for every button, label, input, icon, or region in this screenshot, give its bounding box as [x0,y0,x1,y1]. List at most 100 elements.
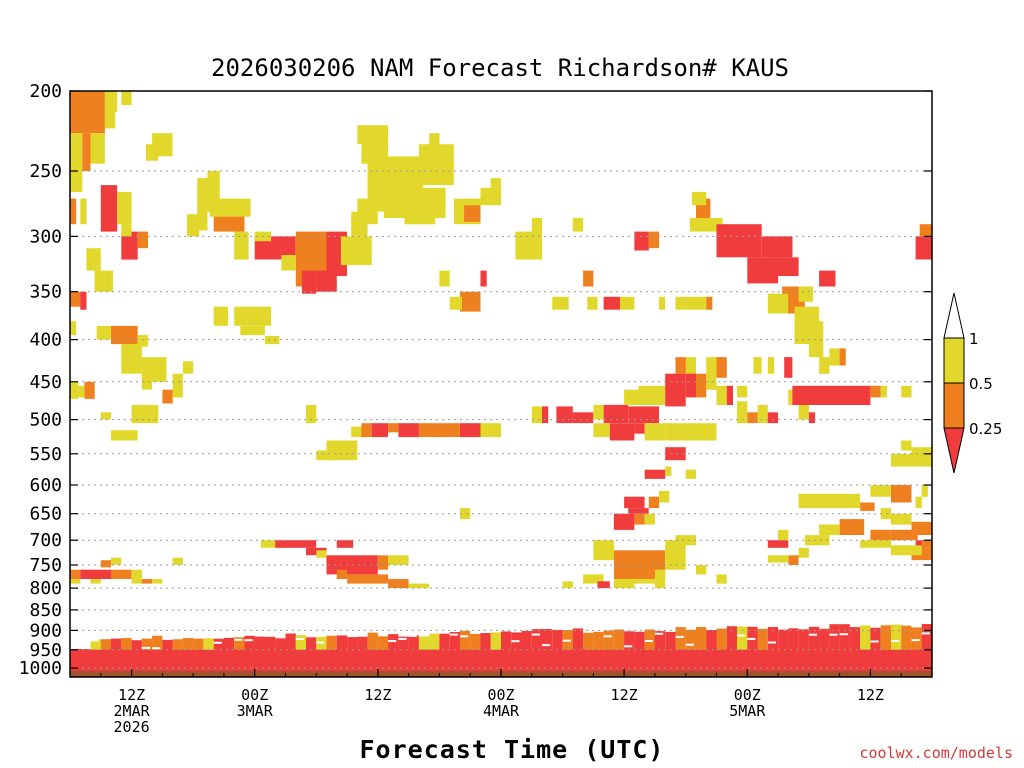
heatmap-cell [418,144,454,186]
heatmap-cell [213,306,229,326]
heatmap-cell [911,447,932,467]
surface-edge-cell [357,636,368,650]
surface-edge-cell [254,636,265,650]
heatmap-cell [357,125,389,145]
x-tick-label: 2MAR [114,702,151,720]
heatmap-cell [94,270,105,292]
heatmap-cell [531,406,543,424]
surface-gap [870,640,879,643]
x-tick-label: 00Z [734,686,761,704]
heatmap-cell [593,423,610,438]
heatmap-cell [281,255,296,271]
heatmap-cell [80,291,87,310]
heatmap-cell [316,450,337,461]
heatmap-cell [96,325,112,340]
surface-edge-cell [90,639,101,650]
heatmap-cell [654,569,666,589]
y-tick-label: 600 [29,475,62,496]
colorbar-segment [943,427,965,474]
heatmap-cell [316,550,327,558]
surface-gap [603,635,612,638]
heatmap-cell [121,231,138,260]
heatmap-cell [100,412,112,420]
heatmap-cell [388,579,409,589]
surface-edge-cell [880,625,891,650]
heatmap-cell [152,579,163,584]
heatmap-cell [111,430,138,441]
heatmap-cell [921,485,928,497]
heatmap-cell [784,357,793,378]
heatmap-cell [70,569,81,579]
colorbar-label: 1 [969,330,979,348]
heatmap-cell [737,385,748,398]
surface-band [70,624,932,671]
surface-edge-cell [521,630,532,650]
heatmap-cell [870,485,891,497]
surface-gap [829,633,838,636]
surface-gap [244,639,253,642]
heatmap-cell [572,412,594,424]
heatmap-cell [767,412,779,424]
heatmap-cell [556,406,573,424]
surface-gap [377,632,387,635]
heatmap-cell [685,469,696,479]
surface-edge-cell [542,629,553,650]
heatmap-cell [659,296,666,310]
heatmap-cell [70,579,81,584]
surface-gap [644,640,653,642]
heatmap-cell [240,325,265,336]
heatmap-cell [480,187,501,206]
heatmap-cell [234,231,249,260]
heatmap-cell [880,508,891,520]
heatmap-cell [891,453,912,467]
heatmap-cell [145,144,159,161]
y-tick-label: 300 [29,226,62,247]
heatmap-cell [187,214,200,237]
heatmap-cell [870,529,891,541]
heatmap-cell [891,529,918,541]
surface-red-band [70,649,932,671]
heatmap-cell [628,406,659,424]
surface-edge-cell [583,632,594,650]
heatmap-cell [70,198,77,225]
surface-gap [511,640,520,643]
heatmap-cell [921,540,932,548]
heatmap-cell [901,385,912,398]
heatmap-cell [753,357,762,374]
x-tick-label: 4MAR [483,702,520,720]
heatmap-cell [689,218,723,232]
surface-edge-cell [223,637,235,650]
heatmap-cell [100,185,118,232]
heatmap-cell [726,385,733,405]
heatmap-cell [552,296,569,310]
surface-edge-cell [706,630,717,650]
heatmap-cell [597,581,610,589]
y-tick-label: 350 [29,282,62,303]
surface-edge-cell [572,628,584,650]
heatmap-cell [583,270,594,287]
surface-gap [654,632,664,635]
y-tick-label: 800 [29,578,62,599]
heatmap-cell [464,205,481,222]
x-tick-label: 12Z [857,686,884,704]
surface-edge-cell [203,638,214,650]
surface-edge-cell [891,624,902,650]
heatmap-cell [306,547,327,556]
surface-edge-cell [182,638,194,650]
heatmap-cell [716,357,727,378]
chart-title: 2026030206 NAM Forecast Richardson# KAUS [211,54,789,82]
pressure-gridlines [70,170,932,669]
surface-gap [839,633,848,636]
heatmap-cell [767,257,799,276]
heatmap-cell [829,348,840,366]
heatmap-cell [788,555,799,565]
heatmap-cell [761,236,793,258]
heatmap-cell [234,306,272,326]
surface-edge-cell [593,631,604,650]
heatmap-cell [562,581,573,589]
surface-edge-cell [490,632,501,650]
heatmap-cell [675,535,696,546]
heatmap-cell [439,270,450,287]
heatmap-cell [162,389,173,404]
